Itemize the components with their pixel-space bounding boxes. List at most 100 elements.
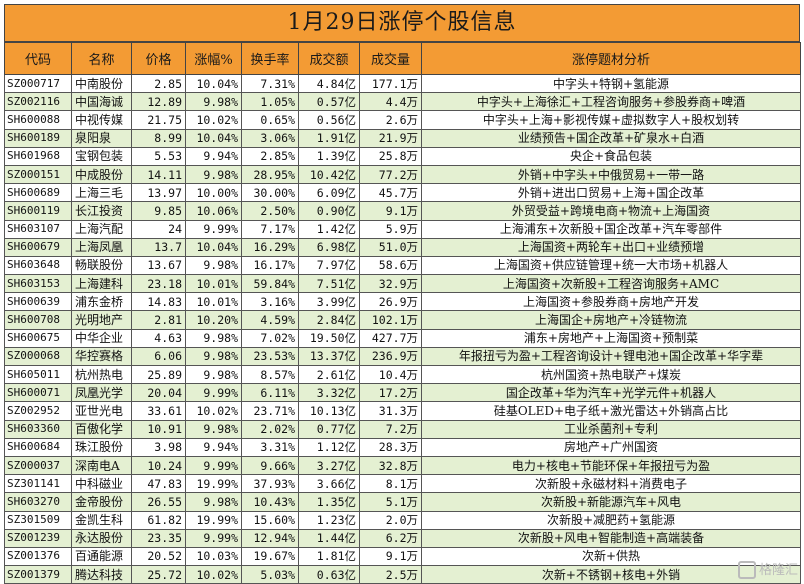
cell-change: 10.02% [185, 110, 242, 130]
cell-turnover: 19.67% [241, 546, 299, 567]
cell-code: SH600679 [4, 237, 72, 257]
table-row: SZ000717 中南股份 2.85 10.04% 7.31% 4.84亿 177.1万 中字… [4, 73, 801, 94]
cell-code: SZ301509 [4, 510, 72, 530]
cell-price: 3.98 [131, 437, 186, 457]
cell-amount: 0.63亿 [298, 565, 360, 584]
cell-theme: 外销+进出口贸易+上海+国企改革 [421, 183, 801, 203]
cell-amount: 1.35亿 [298, 492, 360, 512]
cell-code: SH600088 [4, 110, 72, 130]
table-row: SZ000068 华控赛格 6.06 9.98% 23.53% 13.37亿 236.9万年… [4, 346, 801, 367]
cell-change: 9.98% [185, 346, 242, 367]
table-row: SZ002116 中国海诚 12.89 9.98% 1.05% 0.57亿 4.4万 中字头+… [4, 92, 801, 112]
cell-turnover: 0.65% [241, 110, 299, 130]
watermark: 格隆汇 [737, 559, 798, 579]
cell-name: 上海凤凰 [71, 237, 132, 257]
cell-change: 9.99% [185, 455, 242, 476]
cell-amount: 10.42亿 [298, 164, 360, 185]
cell-price: 47.83 [131, 474, 186, 494]
cell-name: 华控赛格 [71, 346, 132, 367]
cell-change: 10.03% [185, 546, 242, 567]
cell-turnover: 23.53% [241, 346, 299, 367]
cell-volume: 4.4万 [359, 92, 422, 112]
cell-amount: 3.99亿 [298, 292, 360, 312]
cell-price: 14.83 [131, 292, 186, 312]
cell-volume: 25.8万 [359, 146, 422, 166]
cell-price: 33.61 [131, 401, 186, 421]
cell-change: 9.98% [185, 164, 242, 185]
cell-volume: 77.2万 [359, 164, 422, 185]
cell-name: 金帝股份 [71, 492, 132, 512]
cell-volume: 177.1万 [359, 73, 422, 94]
cell-name: 中国海诚 [71, 92, 132, 112]
cell-volume: 58.6万 [359, 255, 422, 276]
table-row: SH603153 上海建科 23.18 10.01% 59.84% 7.51亿 32.9万上… [4, 274, 801, 294]
cell-amount: 10.13亿 [298, 401, 360, 421]
cell-volume: 2.6万 [359, 110, 422, 130]
cell-amount: 1.91亿 [298, 128, 360, 148]
cell-change: 9.98% [185, 492, 242, 512]
cell-theme: 上海国资+参股券商+房地产开发 [421, 292, 801, 312]
cell-amount: 13.37亿 [298, 346, 360, 367]
cell-name: 中南股份 [71, 73, 132, 94]
cell-change: 19.99% [185, 510, 242, 530]
cell-name: 百通能源 [71, 546, 132, 567]
cell-price: 61.82 [131, 510, 186, 530]
table-row: SH603648 畅联股份 13.67 9.98% 16.17% 7.97亿 58.6万 上海… [4, 255, 801, 276]
cell-code: SZ002952 [4, 401, 72, 421]
cell-change: 10.02% [185, 401, 242, 421]
cell-theme: 上海国企+房地产+冷链物流 [421, 310, 801, 330]
cell-price: 8.99 [131, 128, 186, 148]
table-row: SH603270 金帝股份 26.55 9.98% 10.43% 1.35亿 5.1万 次新股… [4, 492, 801, 512]
header-row: 代码 名称 价格 涨幅% 换手率 成交额 成交量 涨停题材分析 [4, 42, 801, 75]
cell-change: 9.98% [185, 419, 242, 439]
cell-code: SZ301141 [4, 474, 72, 494]
cell-change: 10.00% [185, 183, 242, 203]
cell-amount: 1.23亿 [298, 510, 360, 530]
table-row: SZ301141 中科磁业 47.83 19.99% 37.93% 3.66亿 8.1万 次新… [4, 474, 801, 494]
cell-volume: 32.9万 [359, 274, 422, 294]
col-header-theme: 涨停题材分析 [421, 42, 801, 75]
cell-price: 2.85 [131, 73, 186, 94]
cell-name: 珠江股份 [71, 437, 132, 457]
cell-volume: 5.1万 [359, 492, 422, 512]
cell-amount: 4.84亿 [298, 73, 360, 94]
cell-price: 10.91 [131, 419, 186, 439]
table-row: SH605011 杭州热电 25.89 9.98% 8.57% 2.61亿 10.4万 杭州国… [4, 364, 801, 385]
cell-code: SZ000717 [4, 73, 72, 94]
cell-volume: 5.9万 [359, 219, 422, 239]
table-row: SH600639 浦东金桥 14.83 10.01% 3.16% 3.99亿 26.9万 上海… [4, 292, 801, 312]
cell-volume: 21.9万 [359, 128, 422, 148]
cell-name: 上海建科 [71, 274, 132, 294]
col-header-code: 代码 [4, 42, 72, 75]
cell-price: 14.11 [131, 164, 186, 185]
logo-icon [737, 561, 756, 579]
cell-volume: 26.9万 [359, 292, 422, 312]
cell-change: 9.94% [185, 437, 242, 457]
cell-price: 13.97 [131, 183, 186, 203]
col-header-volume: 成交量 [359, 42, 422, 75]
cell-code: SZ000068 [4, 346, 72, 367]
cell-volume: 102.1万 [359, 310, 422, 330]
cell-code: SH603648 [4, 255, 72, 276]
col-header-change: 涨幅% [185, 42, 242, 75]
cell-theme: 中字头+上海徐汇+工程咨询服务+参股券商+啤酒 [421, 92, 801, 112]
cell-turnover: 23.71% [241, 401, 299, 421]
cell-code: SH603270 [4, 492, 72, 512]
cell-volume: 7.2万 [359, 419, 422, 439]
cell-theme: 上海国资+次新股+工程咨询服务+AMC [421, 274, 801, 294]
cell-change: 10.01% [185, 292, 242, 312]
cell-turnover: 10.43% [241, 492, 299, 512]
cell-price: 23.18 [131, 274, 186, 294]
cell-code: SH600639 [4, 292, 72, 312]
cell-theme: 业绩预告+国企改革+矿泉水+白酒 [421, 128, 801, 148]
cell-name: 泉阳泉 [71, 128, 132, 148]
cell-change: 9.99% [185, 528, 242, 548]
table-body: SZ000717 中南股份 2.85 10.04% 7.31% 4.84亿 177.1万 中字… [4, 73, 801, 584]
cell-name: 亚世光电 [71, 401, 132, 421]
watermark-text: 格隆汇 [758, 562, 798, 578]
table-row: SH600708 光明地产 2.81 10.20% 4.59% 2.84亿 102.1万 上海… [4, 310, 801, 330]
cell-volume: 17.2万 [359, 383, 422, 403]
cell-code: SH603107 [4, 219, 72, 239]
cell-theme: 次新+供热 [421, 546, 801, 567]
col-header-name: 名称 [71, 42, 132, 75]
